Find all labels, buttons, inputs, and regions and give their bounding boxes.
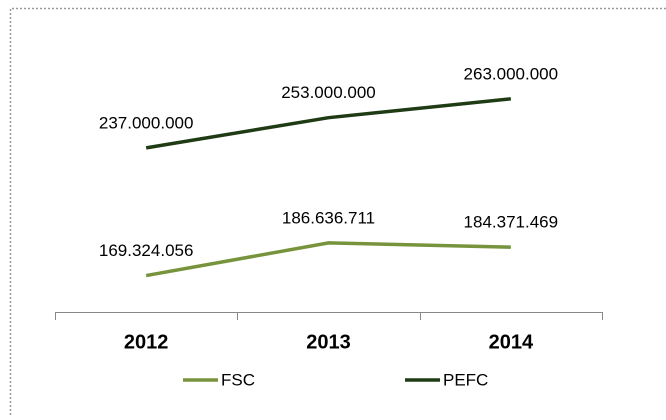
line (146, 243, 511, 276)
value-label: 186.636.711 (282, 208, 375, 227)
value-label: 184.371.469 (464, 213, 559, 232)
legend-label: PEFC (443, 370, 488, 389)
value-label: 263.000.000 (464, 64, 559, 83)
value-label: 237.000.000 (99, 113, 194, 132)
value-label: 253.000.000 (281, 83, 376, 102)
value-label: 169.324.056 (99, 241, 194, 260)
legend-label: FSC (221, 370, 255, 389)
line (146, 99, 511, 148)
x-tick-label: 2013 (306, 331, 351, 353)
x-tick-label: 2012 (124, 331, 169, 353)
x-axis-ticks (56, 312, 603, 320)
x-tick-label: 2014 (489, 331, 534, 353)
